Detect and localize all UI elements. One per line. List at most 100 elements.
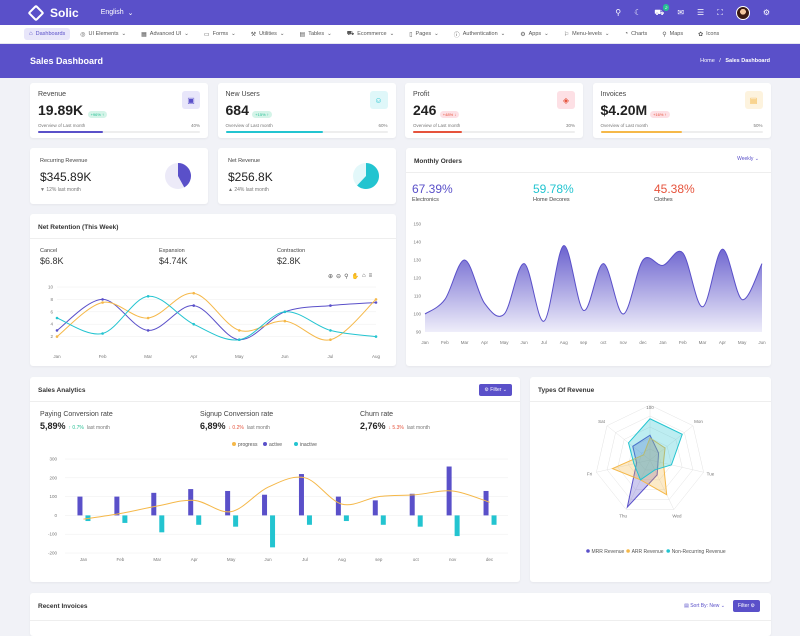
invoices-filter-button[interactable]: Filter ⚙ — [733, 600, 760, 612]
legend-label[interactable]: Non-Recurring Revenue — [672, 549, 726, 555]
y-tick-label: 130 — [413, 258, 421, 263]
series-line — [56, 298, 377, 341]
radar-spoke — [649, 459, 675, 510]
nav-label: Tables — [308, 31, 325, 37]
y-tick-label: 6 — [50, 309, 53, 314]
rate-label: Paying Conversion rate — [40, 411, 113, 418]
nav-item-forms[interactable]: ▭ Forms ⌄ — [199, 28, 241, 41]
radar-axis-label: Mon — [694, 419, 703, 424]
cart-icon[interactable]: ⛟ 2 — [654, 3, 670, 17]
net-revenue-value: $256.8K — [228, 170, 273, 184]
data-point — [146, 316, 150, 320]
radar-axis-label: Thu — [619, 513, 627, 518]
nav-item-tables[interactable]: ▤ Tables ⌄ — [295, 28, 337, 41]
nav-item-pages[interactable]: ▯ Pages ⌄ — [404, 28, 444, 41]
zoom-out-icon[interactable]: ⊖ — [336, 274, 342, 280]
legend-label[interactable]: ARR Revenue — [632, 549, 664, 555]
brand-logo[interactable]: Solic — [27, 4, 79, 21]
chevron-down-icon: ⌄ — [184, 31, 189, 37]
nav-icon: ▦ — [141, 31, 147, 38]
series-line — [56, 292, 377, 341]
recurring-revenue-value: $345.89K — [40, 170, 92, 184]
x-tick-label: Jan — [53, 354, 61, 359]
rate-row: 5,89% ↑ 0.7% last month — [40, 421, 110, 431]
legend-label[interactable]: inactive — [300, 442, 317, 448]
stat-icon: ▤ — [744, 91, 763, 109]
period-label: Weekly — [737, 156, 754, 162]
x-tick-label: Feb — [441, 340, 449, 345]
reset-icon[interactable]: ⌂ — [361, 273, 366, 279]
filter-button[interactable]: ⚙ Filter ⌄ — [479, 384, 512, 396]
stat-title: Invoices — [600, 91, 627, 98]
stat-icon: ☺ — [369, 91, 388, 109]
chevron-down-icon: ⌄ — [754, 156, 759, 162]
nav-item-authentication[interactable]: ⓘ Authentication ⌄ — [449, 27, 510, 42]
nav-item-utilities[interactable]: ⚒ Utilities ⌄ — [246, 28, 290, 41]
stat-subtitle: Overview of Last month — [600, 123, 648, 128]
chevron-down-icon: ⌄ — [389, 31, 395, 37]
nav-item-apps[interactable]: ⚙ Apps ⌄ — [515, 28, 554, 41]
pan-icon[interactable]: ✋ — [351, 274, 359, 280]
data-point — [55, 335, 59, 338]
order-stat-value: 45.38% — [654, 182, 695, 196]
gear-icon[interactable]: ⚙ — [762, 8, 770, 17]
menu-icon[interactable]: ☰ — [697, 8, 705, 17]
data-point — [146, 329, 150, 332]
nav-item-ecommerce[interactable]: ⛟ Ecommerce ⌄ — [342, 27, 400, 41]
data-point — [283, 310, 287, 314]
nav-item-ui-elements[interactable]: ◎ UI Elements ⌄ — [75, 28, 131, 41]
mail-icon[interactable]: ✉ — [677, 8, 685, 17]
data-point — [374, 298, 378, 301]
filter-label: Filter — [738, 603, 750, 609]
nav-icon: ▤ — [299, 31, 306, 38]
nav-item-menu-levels[interactable]: ⚐ Menu-levels ⌄ — [559, 28, 615, 41]
y-tick-label: -200 — [48, 551, 58, 556]
legend-label[interactable]: progress — [238, 442, 258, 448]
rate-suffix: last month — [86, 425, 110, 431]
radar-ring — [617, 426, 683, 490]
y-tick-label: 110 — [414, 294, 422, 299]
y-tick-label: 140 — [413, 240, 421, 245]
nav-label: Advanced UI — [149, 31, 182, 37]
stat-value: 246 — [413, 102, 437, 118]
period-dropdown[interactable]: Weekly ⌄ — [737, 156, 759, 162]
zoom-in-icon[interactable]: ⊕ — [328, 274, 334, 280]
breadcrumb-home[interactable]: Home — [700, 58, 715, 64]
radar-max-label: 100 — [646, 405, 654, 410]
zoom-select-icon[interactable]: ⚲ — [344, 274, 349, 280]
stat-card-profit: Profit 246 +48% ↓ ◈ Overview of Last month 30… — [405, 83, 583, 138]
sort-dropdown[interactable]: ▤ Sort By: New ⌄ — [684, 603, 725, 609]
search-icon[interactable]: ⚲ — [615, 8, 622, 17]
nav-item-icons[interactable]: ✿ Icons — [693, 28, 724, 41]
bar-active — [409, 493, 415, 516]
nav-label: UI Elements — [88, 31, 119, 37]
bar-active — [77, 496, 83, 516]
bar-active — [114, 496, 120, 516]
nav-item-maps[interactable]: ⚲ Maps — [657, 28, 688, 41]
y-tick-label: 10 — [48, 285, 54, 290]
y-tick-label: -100 — [48, 532, 58, 537]
contraction-value: $2.8K — [277, 256, 301, 266]
data-point — [146, 295, 150, 298]
rate-change: ↑ 0.7% — [68, 425, 84, 431]
nav-label: Utilities — [259, 31, 277, 37]
bar-inactive — [306, 515, 312, 525]
legend-label[interactable]: active — [269, 442, 282, 448]
x-tick-label: May — [235, 354, 244, 359]
nav-item-advanced-ui[interactable]: ▦ Advanced UI ⌄ — [136, 28, 194, 41]
moon-icon[interactable]: ☾ — [634, 8, 642, 17]
nav-item-charts[interactable]: ◔ Charts — [619, 28, 652, 40]
sort-label: Sort By: New — [690, 603, 720, 609]
nav-item-dashboards[interactable]: ⌂ Dashboards — [24, 28, 71, 40]
progress-fill — [38, 131, 103, 133]
net-retention-chart: 2 4 6 8 10 Jan Feb Mar Apr May Jun Jul Aug — [48, 285, 381, 360]
language-selector[interactable]: English ⌄ — [101, 9, 134, 17]
menu-icon[interactable]: ≡ — [368, 273, 373, 279]
radar-series — [626, 434, 660, 509]
fullscreen-icon[interactable]: ⛶ — [717, 7, 723, 17]
data-point — [237, 338, 241, 341]
data-point — [329, 329, 332, 332]
avatar[interactable] — [735, 5, 750, 20]
y-tick-label: 150 — [413, 222, 421, 227]
legend-label[interactable]: MRR Revenue — [592, 549, 625, 555]
